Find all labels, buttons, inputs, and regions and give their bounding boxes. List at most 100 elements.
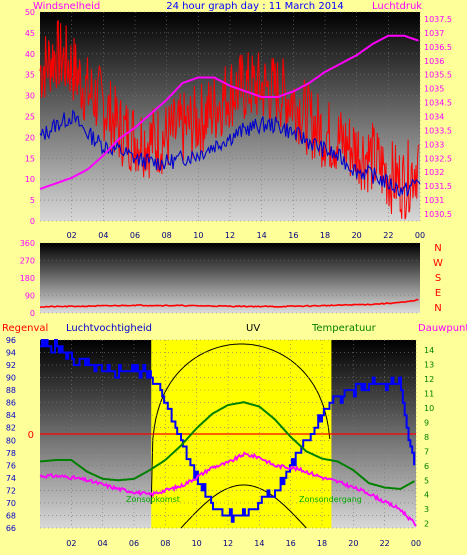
x-tick: 16 xyxy=(286,539,296,548)
humidity-tick: 66 xyxy=(6,524,16,533)
humidity-tick: 88 xyxy=(6,386,16,395)
x-tick: 18 xyxy=(317,539,327,548)
wind-speed-tick: 30 xyxy=(25,92,35,101)
uv-line xyxy=(180,484,307,529)
humidity-tick: 78 xyxy=(6,449,16,458)
wind-average-line xyxy=(39,109,421,198)
x-tick: 20 xyxy=(348,539,358,548)
dewpoint-label: Dauwpunt xyxy=(418,323,467,334)
pressure-tick: 1034 xyxy=(424,113,444,122)
humidity-tick: 72 xyxy=(6,486,16,495)
wind-direction-grid xyxy=(40,242,420,314)
wind-direction-tick: 0 xyxy=(30,309,35,318)
temperature-tick: 14 xyxy=(424,346,434,355)
temperature-tick: 13 xyxy=(424,361,434,370)
wind-speed-axis-label: Windsnelheid xyxy=(33,1,100,12)
humidity-line xyxy=(40,339,416,523)
wind-direction-tick: 360 xyxy=(20,239,35,248)
humidity-tick: 94 xyxy=(6,349,16,358)
compass-label: E xyxy=(435,288,441,299)
pressure-line xyxy=(39,34,419,190)
temperature-tick: 7 xyxy=(424,447,429,456)
x-tick: 14 xyxy=(254,539,264,548)
x-tick: 14 xyxy=(257,231,267,240)
x-tick: 06 xyxy=(130,231,140,240)
compass-label: S xyxy=(435,273,441,284)
temperature-tick: 11 xyxy=(424,390,434,399)
pressure-tick: 1035 xyxy=(424,85,444,94)
pressure-axis-label: Luchtdruk xyxy=(372,1,422,12)
wind-speed-tick: 45 xyxy=(25,29,35,38)
wind-speed-tick: 20 xyxy=(25,133,35,142)
wind-speed-tick: 40 xyxy=(25,50,35,59)
humidity-tick: 70 xyxy=(6,499,16,508)
x-tick: 06 xyxy=(129,539,139,548)
x-tick: 10 xyxy=(192,539,202,548)
humidity-tick: 74 xyxy=(6,474,16,483)
temperature-tick: 12 xyxy=(424,375,434,384)
compass-label: N xyxy=(434,243,441,254)
dewpoint-line xyxy=(39,451,417,527)
x-tick: 20 xyxy=(352,231,362,240)
temperature-tick: 4 xyxy=(424,491,429,500)
x-tick: 12 xyxy=(223,539,233,548)
x-tick: 08 xyxy=(162,231,172,240)
pressure-tick: 1033.5 xyxy=(424,126,452,135)
pressure-tick: 1030.5 xyxy=(424,210,452,219)
wind-direction-tick: 270 xyxy=(20,257,35,266)
wind-pressure-series xyxy=(39,20,421,220)
climate-grid xyxy=(40,339,417,529)
pressure-tick: 1034.5 xyxy=(424,99,452,108)
pressure-tick: 1032.5 xyxy=(424,154,452,163)
wind-speed-tick: 5 xyxy=(30,196,35,205)
temperature-tick: 9 xyxy=(424,418,429,427)
x-tick: 04 xyxy=(98,539,108,548)
temperature-tick: 8 xyxy=(424,433,429,442)
temperature-tick: 10 xyxy=(424,404,434,413)
humidity-label: Luchtvochtigheid xyxy=(66,323,152,334)
temperature-tick: 2 xyxy=(424,520,429,529)
wind-direction-tick: 90 xyxy=(25,292,35,301)
wind-speed-tick: 25 xyxy=(25,113,35,122)
wind-pressure-axes: 0 5 10 15 20 25 30 35 40 45 50 1030.5 1031 1031.5 1032… xyxy=(25,8,452,240)
temperature-label: Temperatuur xyxy=(311,323,377,334)
wind-direction-line xyxy=(39,298,419,308)
humidity-tick: 76 xyxy=(6,461,16,470)
pressure-tick: 1031 xyxy=(424,196,444,205)
x-tick: 22 xyxy=(383,231,393,240)
sunrise-label: Zonsopkomst xyxy=(126,495,180,504)
x-tick: 12 xyxy=(225,231,235,240)
temperature-tick: 6 xyxy=(424,462,429,471)
humidity-tick: 82 xyxy=(6,424,16,433)
uv-label: UV xyxy=(246,323,260,334)
x-tick: 08 xyxy=(160,539,170,548)
x-tick: 22 xyxy=(380,539,390,548)
x-tick: 04 xyxy=(98,231,108,240)
pressure-tick: 1036.5 xyxy=(424,43,452,52)
wind-speed-tick: 10 xyxy=(25,175,35,184)
pressure-tick: 1035.5 xyxy=(424,71,452,80)
compass-label: W xyxy=(433,258,443,269)
sunset-label: Zonsondergang xyxy=(299,495,362,504)
wind-speed-tick: 0 xyxy=(30,217,35,226)
pressure-tick: 1033 xyxy=(424,140,444,149)
temperature-tick: 3 xyxy=(424,505,429,514)
wind-speed-tick: 35 xyxy=(25,71,35,80)
x-tick: 00 xyxy=(411,539,421,548)
wind-speed-tick: 50 xyxy=(25,8,35,17)
x-tick: 00 xyxy=(415,231,425,240)
pressure-tick: 1031.5 xyxy=(424,182,452,191)
climate-axes: 6668707274767880828486889092949623456789… xyxy=(6,336,434,548)
pressure-tick: 1037 xyxy=(424,29,444,38)
humidity-tick: 96 xyxy=(6,336,16,345)
wind-direction-series xyxy=(39,298,419,308)
x-tick: 10 xyxy=(193,231,203,240)
temperature-tick: 5 xyxy=(424,476,429,485)
chart-title: 24 hour graph day : 11 March 2014 xyxy=(166,1,344,12)
x-tick: 02 xyxy=(67,231,77,240)
humidity-tick: 86 xyxy=(6,399,16,408)
solar-radiation-line xyxy=(150,343,331,505)
